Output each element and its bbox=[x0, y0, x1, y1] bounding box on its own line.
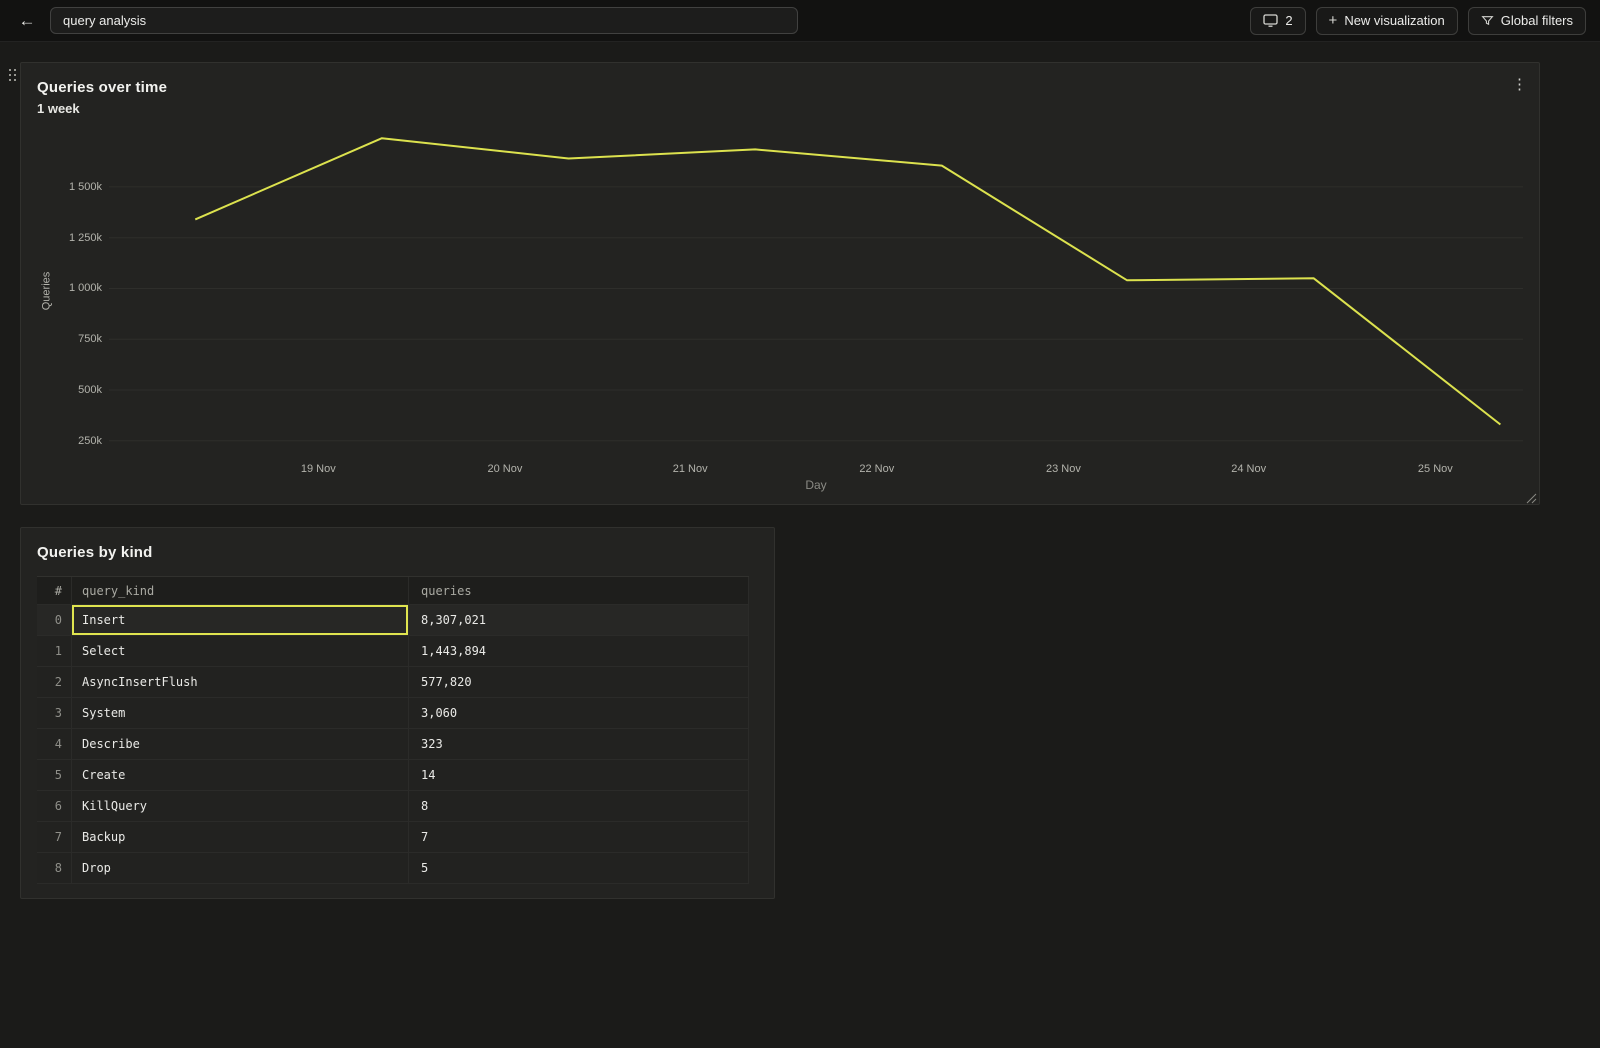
x-tick-label: 24 Nov bbox=[1231, 463, 1267, 475]
column-header-index: # bbox=[37, 577, 72, 604]
row-index: 8 bbox=[37, 853, 72, 883]
y-tick-label: 1 500k bbox=[68, 180, 102, 193]
table-row[interactable]: 5 Create 14 bbox=[37, 760, 749, 791]
back-arrow-icon: ← bbox=[18, 10, 36, 30]
row-index: 4 bbox=[37, 729, 72, 759]
drag-handle-icon[interactable] bbox=[8, 68, 20, 84]
plus-icon: + bbox=[1328, 12, 1338, 29]
new-visualization-button[interactable]: + New visualization bbox=[1315, 6, 1458, 35]
cell-queries[interactable]: 5 bbox=[409, 853, 749, 883]
row-index: 2 bbox=[37, 667, 72, 697]
row-index: 5 bbox=[37, 760, 72, 790]
cell-queries[interactable]: 1,443,894 bbox=[409, 636, 749, 666]
table-row[interactable]: 8 Drop 5 bbox=[37, 853, 749, 884]
row-index: 3 bbox=[37, 698, 72, 728]
cell-query-kind[interactable]: Select bbox=[72, 636, 409, 666]
cell-query-kind[interactable]: Drop bbox=[72, 853, 409, 883]
cell-query-kind[interactable]: System bbox=[72, 698, 409, 728]
x-tick-label: 21 Nov bbox=[672, 463, 708, 475]
x-tick-label: 22 Nov bbox=[859, 463, 895, 475]
results-table: # query_kind queries 0 Insert 8,307,021 1 Se… bbox=[37, 576, 749, 884]
y-tick-label: 1 000k bbox=[68, 282, 102, 295]
cell-queries[interactable]: 323 bbox=[409, 729, 749, 759]
cell-query-kind[interactable]: Insert bbox=[72, 605, 409, 635]
table-title: Queries by kind bbox=[37, 544, 153, 561]
cell-query-kind[interactable]: Create bbox=[72, 760, 409, 790]
cell-query-kind[interactable]: KillQuery bbox=[72, 791, 409, 821]
y-tick-label: 750k bbox=[78, 333, 102, 346]
topbar-actions: 2 + New visualization Global filters bbox=[1250, 6, 1586, 35]
chart-subtitle: 1 week bbox=[37, 101, 80, 116]
y-tick-label: 250k bbox=[78, 434, 102, 447]
filter-icon bbox=[1481, 16, 1494, 26]
x-tick-label: 20 Nov bbox=[487, 463, 523, 475]
y-tick-label: 1 250k bbox=[68, 231, 102, 244]
resize-handle[interactable] bbox=[1526, 491, 1537, 504]
table-body: 0 Insert 8,307,021 1 Select 1,443,894 2 AsyncIn… bbox=[37, 605, 749, 884]
plot-column: 19 Nov 20 Nov 21 Nov 22 Nov 23 Nov 24 Nov 25 N… bbox=[109, 126, 1523, 496]
global-filters-label: Global filters bbox=[1500, 13, 1573, 28]
table-row[interactable]: 4 Describe 323 bbox=[37, 729, 749, 760]
visualization-count-button[interactable]: 2 bbox=[1250, 6, 1306, 35]
cell-query-kind[interactable]: AsyncInsertFlush bbox=[72, 667, 409, 697]
plot-area bbox=[109, 126, 1523, 456]
x-tick-label: 23 Nov bbox=[1046, 463, 1081, 475]
x-axis-ticks: 19 Nov 20 Nov 21 Nov 22 Nov 23 Nov 24 Nov 25 N… bbox=[109, 456, 1523, 478]
chart-panel: ⋮ Queries over time 1 week Queries 250k 5… bbox=[20, 62, 1540, 505]
y-axis-ticks: 250k 500k 750k 1 000k 1 250k 1 500k bbox=[55, 126, 109, 456]
table-header-row: # query_kind queries bbox=[37, 577, 749, 605]
row-index: 7 bbox=[37, 822, 72, 852]
x-tick-label: 19 Nov bbox=[300, 463, 336, 475]
table-row[interactable]: 7 Backup 7 bbox=[37, 822, 749, 853]
table-row[interactable]: 6 KillQuery 8 bbox=[37, 791, 749, 822]
row-index: 6 bbox=[37, 791, 72, 821]
cell-queries[interactable]: 8 bbox=[409, 791, 749, 821]
x-axis-title: Day bbox=[805, 478, 827, 492]
cell-queries[interactable]: 14 bbox=[409, 760, 749, 790]
row-index: 1 bbox=[37, 636, 72, 666]
panel-menu-button[interactable]: ⋮ bbox=[1512, 76, 1527, 93]
cell-query-kind[interactable]: Describe bbox=[72, 729, 409, 759]
new-visualization-label: New visualization bbox=[1344, 13, 1445, 28]
cell-queries[interactable]: 7 bbox=[409, 822, 749, 852]
column-header-query-kind[interactable]: query_kind bbox=[72, 577, 409, 604]
series-line bbox=[195, 138, 1500, 424]
x-tick-label: 25 Nov bbox=[1417, 463, 1453, 475]
y-axis-title: Queries bbox=[40, 271, 52, 311]
cell-queries[interactable]: 3,060 bbox=[409, 698, 749, 728]
cell-query-kind[interactable]: Backup bbox=[72, 822, 409, 852]
table-row[interactable]: 3 System 3,060 bbox=[37, 698, 749, 729]
cell-queries[interactable]: 577,820 bbox=[409, 667, 749, 697]
visualization-count: 2 bbox=[1285, 13, 1293, 28]
dashboard-icon bbox=[1263, 14, 1278, 27]
cell-queries[interactable]: 8,307,021 bbox=[409, 605, 749, 635]
chart-svg bbox=[109, 126, 1523, 456]
chart-title: Queries over time bbox=[37, 79, 168, 96]
topbar: ← 2 + New visualization Global filters bbox=[0, 0, 1600, 42]
back-button[interactable]: ← bbox=[14, 11, 40, 31]
dashboard-title-input[interactable] bbox=[50, 7, 798, 34]
global-filters-button[interactable]: Global filters bbox=[1467, 6, 1586, 35]
y-tick-label: 500k bbox=[78, 384, 102, 396]
column-header-queries[interactable]: queries bbox=[409, 577, 749, 604]
table-row[interactable]: 1 Select 1,443,894 bbox=[37, 636, 749, 667]
table-panel: Queries by kind # query_kind queries 0 In… bbox=[20, 527, 775, 899]
resize-corner-icon bbox=[1526, 493, 1537, 504]
row-index: 0 bbox=[37, 605, 72, 635]
dashboard-canvas: ⋮ Queries over time 1 week Queries 250k 5… bbox=[0, 42, 1600, 899]
line-chart: Queries 250k 500k 750k 1 000k 1 250k 1 500k 1… bbox=[37, 126, 1523, 496]
table-row[interactable]: 2 AsyncInsertFlush 577,820 bbox=[37, 667, 749, 698]
table-row[interactable]: 0 Insert 8,307,021 bbox=[37, 605, 749, 636]
